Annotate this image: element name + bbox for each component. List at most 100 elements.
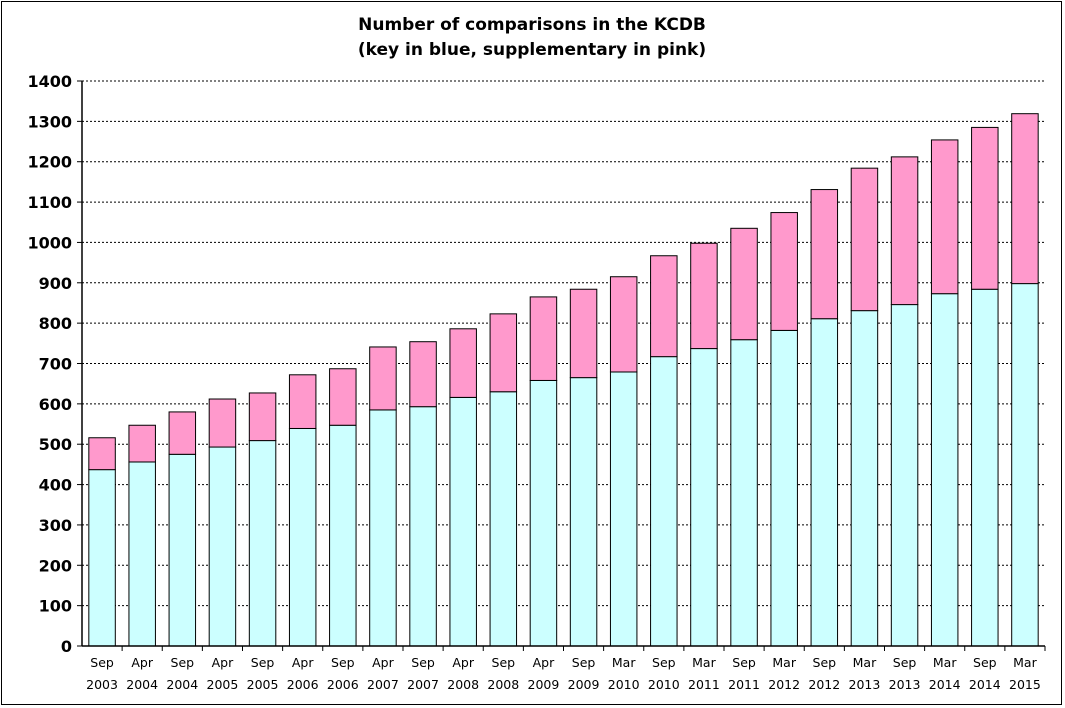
bar-supplementary: [569, 288, 598, 379]
x-tick-label-month: Sep: [251, 655, 275, 670]
bar-key: [128, 461, 156, 647]
bar-supplementary: [208, 398, 237, 448]
x-tick-label-month: Sep: [652, 655, 676, 670]
bar-key: [890, 304, 919, 647]
bar-key: [288, 427, 317, 647]
bar-supplementary: [168, 411, 197, 455]
x-tick-label-year: 2003: [86, 677, 118, 692]
y-axis-tick-labels: 0 100 200 300 400 500 600 700 800 900 1000 1100 1200…: [27, 72, 72, 656]
bar-key: [409, 406, 437, 647]
bar-supplementary: [88, 437, 116, 471]
bar-supplementary: [489, 313, 518, 393]
x-tick-label-month: Apr: [533, 655, 555, 670]
bar-supplementary: [810, 189, 839, 320]
bar-key: [650, 356, 678, 647]
gridlines: [82, 80, 1045, 607]
x-tick-label-year: 2011: [688, 677, 720, 692]
x-tick-label-year: 2014: [929, 677, 961, 692]
x-tick-label-year: 2013: [849, 677, 881, 692]
bar-key: [248, 440, 277, 647]
x-tick-label-month: Mar: [1013, 655, 1037, 670]
bar-key: [609, 371, 638, 647]
y-tick-label: 1300: [27, 112, 72, 131]
y-tick-label: 1400: [27, 72, 72, 91]
bar-supplementary: [609, 276, 638, 373]
bar-key: [690, 348, 718, 647]
bar-key: [1011, 283, 1039, 647]
bar-supplementary: [329, 368, 357, 426]
bar-key: [529, 379, 558, 647]
axes: [77, 80, 1046, 651]
y-tick-label: 500: [39, 435, 72, 454]
y-tick-label: 800: [39, 314, 72, 333]
x-tick-label-month: Mar: [692, 655, 716, 670]
y-tick-label: 100: [39, 597, 72, 616]
x-tick-label-month: Sep: [171, 655, 195, 670]
bar-key: [930, 293, 959, 647]
x-tick-label-year: 2013: [889, 677, 921, 692]
x-tick-label-month: Sep: [732, 655, 756, 670]
bar-supplementary: [850, 167, 879, 312]
bar-supplementary: [690, 242, 718, 350]
y-tick-label: 400: [39, 476, 72, 495]
x-tick-label-month: Sep: [492, 655, 516, 670]
x-tick-label-year: 2012: [808, 677, 840, 692]
x-tick-label-year: 2009: [568, 677, 600, 692]
x-tick-label-month: Apr: [131, 655, 153, 670]
x-tick-label-month: Mar: [933, 655, 957, 670]
x-tick-label-year: 2006: [327, 677, 359, 692]
x-axis-tick-labels: Sep 2003 Apr 2004 Sep 2004 Apr 2005 Sep 2005 Apr 20…: [86, 655, 1041, 692]
x-tick-label-year: 2009: [528, 677, 560, 692]
x-tick-label-year: 2010: [608, 677, 640, 692]
x-tick-label-year: 2006: [287, 677, 319, 692]
x-tick-label-year: 2005: [207, 677, 239, 692]
bar-key: [730, 339, 758, 647]
x-tick-label-month: Sep: [893, 655, 917, 670]
bar-key: [850, 310, 879, 647]
bar-supplementary: [369, 346, 397, 411]
bar-supplementary: [128, 424, 156, 463]
bar-key: [810, 318, 839, 647]
bar-supplementary: [449, 328, 477, 398]
bar-key: [88, 469, 116, 647]
x-tick-label-year: 2004: [126, 677, 158, 692]
bar-key: [168, 453, 197, 647]
x-tick-label-year: 2007: [367, 677, 399, 692]
bar-supplementary: [288, 374, 317, 429]
bar-key: [770, 329, 798, 647]
x-tick-label-year: 2007: [407, 677, 439, 692]
x-tick-label-month: Sep: [90, 655, 114, 670]
chart-title-line-1: Number of comparisons in the KCDB: [358, 15, 706, 35]
bar-key: [489, 391, 518, 647]
bar-supplementary: [971, 126, 999, 290]
x-tick-label-month: Sep: [973, 655, 997, 670]
y-tick-label: 1200: [27, 153, 72, 172]
chart-title-line-2: (key in blue, supplementary in pink): [358, 40, 706, 60]
bar-key: [208, 446, 237, 647]
y-tick-label: 1000: [27, 233, 72, 252]
x-tick-label-month: Apr: [452, 655, 474, 670]
bar-supplementary: [248, 392, 277, 442]
bar-supplementary: [730, 227, 758, 341]
x-tick-label-month: Apr: [292, 655, 314, 670]
y-tick-label: 900: [39, 274, 72, 293]
bar-key: [569, 377, 598, 647]
bar-supplementary: [650, 255, 678, 358]
bar-key: [329, 424, 357, 647]
x-tick-label-month: Sep: [411, 655, 435, 670]
y-tick-label: 300: [39, 516, 72, 535]
x-tick-label-year: 2010: [648, 677, 680, 692]
y-tick-label: 700: [39, 355, 72, 374]
x-tick-label-year: 2015: [1009, 677, 1041, 692]
y-tick-label: 600: [39, 395, 72, 414]
x-tick-label-month: Mar: [612, 655, 636, 670]
y-tick-label: 0: [61, 637, 72, 656]
x-tick-label-year: 2005: [247, 677, 279, 692]
bar-supplementary: [930, 139, 959, 295]
x-tick-label-month: Mar: [853, 655, 877, 670]
x-tick-label-month: Apr: [212, 655, 234, 670]
bar-key: [449, 396, 477, 647]
bar-supplementary: [409, 341, 437, 408]
x-tick-label-year: 2012: [768, 677, 800, 692]
